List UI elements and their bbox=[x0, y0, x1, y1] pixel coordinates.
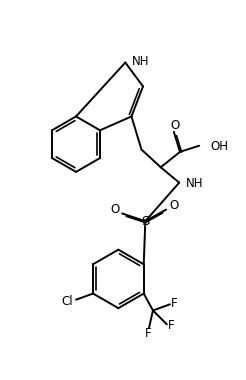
Text: O: O bbox=[170, 119, 179, 132]
Text: F: F bbox=[171, 297, 178, 310]
Text: O: O bbox=[110, 203, 119, 216]
Text: S: S bbox=[141, 215, 150, 228]
Text: F: F bbox=[168, 318, 175, 332]
Text: F: F bbox=[145, 327, 152, 340]
Text: O: O bbox=[169, 199, 178, 212]
Text: OH: OH bbox=[210, 140, 228, 153]
Text: NH: NH bbox=[186, 177, 204, 190]
Text: NH: NH bbox=[132, 55, 150, 68]
Text: Cl: Cl bbox=[61, 295, 73, 308]
